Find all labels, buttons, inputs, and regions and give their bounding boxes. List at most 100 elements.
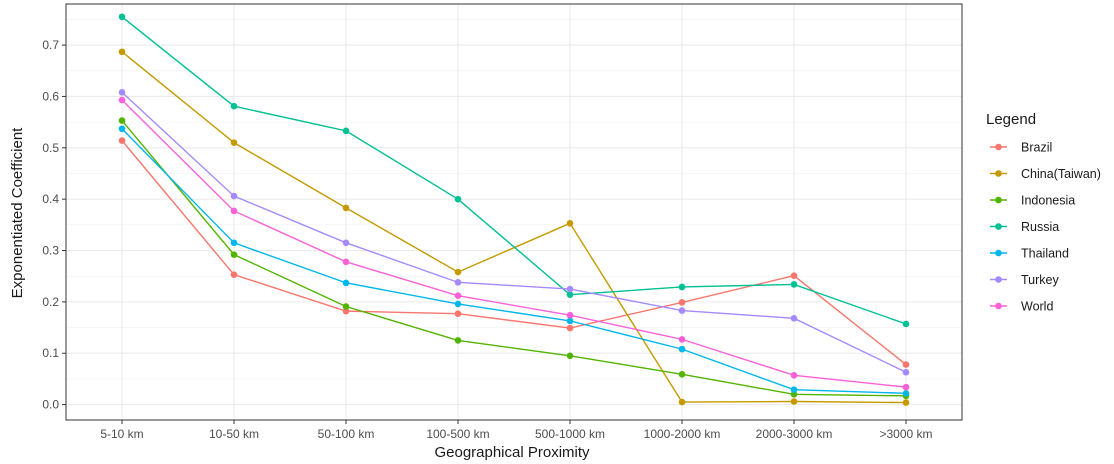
data-point	[230, 102, 238, 110]
data-point	[118, 125, 126, 133]
data-point	[678, 336, 686, 343]
data-point	[790, 272, 798, 279]
legend-label: World	[1021, 300, 1053, 314]
data-point	[454, 300, 462, 308]
y-axis-title: Exponentiated Coefficient	[9, 127, 26, 299]
legend-label: Russia	[1021, 220, 1059, 234]
legend-title: Legend	[986, 111, 1036, 128]
plot-panel-border	[65, 3, 963, 421]
data-point	[566, 317, 574, 325]
series-line	[121, 128, 907, 394]
data-point	[342, 127, 350, 135]
data-point	[230, 271, 238, 278]
series-indonesia	[118, 117, 910, 400]
data-point	[790, 391, 798, 398]
data-point	[342, 279, 350, 287]
legend-key-point	[995, 249, 1002, 257]
legend-key-point	[995, 196, 1002, 204]
legend-item: World	[990, 300, 1053, 314]
series-lines	[118, 13, 910, 406]
data-point	[902, 361, 910, 368]
legend-label: China(Taiwan)	[1021, 167, 1101, 181]
data-point	[230, 251, 238, 258]
legend-label: Indonesia	[1021, 194, 1075, 208]
series-line	[121, 91, 907, 373]
legend: Legend Brazil China(Taiwan) Indonesia Russi…	[986, 111, 1101, 314]
legend-label: Turkey	[1021, 273, 1059, 287]
data-point	[454, 337, 462, 344]
data-point	[342, 239, 350, 247]
data-point	[230, 239, 238, 247]
data-point	[678, 398, 686, 406]
series-line	[121, 140, 907, 366]
data-point	[454, 279, 462, 286]
data-point	[118, 96, 126, 104]
data-point	[118, 48, 126, 56]
data-point	[678, 370, 686, 378]
legend-key-point	[995, 143, 1002, 151]
data-point	[566, 352, 574, 360]
panel-border	[65, 3, 963, 421]
series-turkey	[118, 89, 910, 376]
data-point	[790, 398, 798, 405]
data-point	[118, 137, 126, 144]
data-point	[902, 399, 910, 406]
data-point	[790, 281, 798, 288]
y-tick-label: 0.5	[42, 141, 59, 155]
legend-key-point	[995, 223, 1002, 230]
data-point	[118, 117, 126, 124]
data-point	[230, 207, 238, 215]
data-point	[678, 345, 686, 353]
data-point	[790, 315, 798, 322]
data-point	[678, 283, 686, 291]
data-point	[790, 386, 798, 393]
data-point	[566, 219, 574, 227]
series-thailand	[118, 125, 910, 397]
data-point	[902, 383, 910, 391]
series-russia	[118, 13, 910, 328]
x-tick-label: 100-500 km	[426, 427, 489, 441]
legend-key-point	[995, 302, 1002, 310]
data-point	[342, 258, 350, 266]
legend-item: China(Taiwan)	[990, 167, 1101, 181]
legend-item: Turkey	[990, 273, 1059, 287]
x-tick-label: 1000-2000 km	[644, 427, 721, 441]
data-point	[902, 368, 910, 376]
data-point	[902, 389, 910, 397]
legend-item: Russia	[990, 220, 1059, 234]
x-axis-title: Geographical Proximity	[434, 444, 590, 461]
legend-item: Brazil	[990, 141, 1052, 155]
data-point	[678, 299, 686, 306]
data-point	[790, 372, 798, 379]
data-point	[230, 139, 238, 146]
data-point	[454, 268, 462, 276]
data-point	[566, 311, 574, 319]
legend-label: Thailand	[1021, 247, 1069, 261]
series-line	[121, 120, 907, 397]
data-point	[118, 89, 126, 96]
y-tick-label: 0.3	[42, 244, 59, 258]
data-point	[342, 303, 350, 310]
legend-key-point	[995, 276, 1002, 283]
y-tick-label: 0.1	[42, 346, 59, 360]
series-line	[121, 99, 907, 388]
data-point	[342, 204, 350, 212]
x-tick-label: 5-10 km	[100, 427, 143, 441]
data-point	[902, 320, 910, 328]
data-point	[566, 324, 574, 332]
series-line	[121, 16, 907, 325]
data-point	[454, 195, 462, 203]
y-tick-label: 0.2	[42, 295, 59, 309]
x-tick-label: 2000-3000 km	[756, 427, 833, 441]
legend-item: Thailand	[990, 247, 1069, 261]
y-tick-label: 0.0	[42, 398, 59, 412]
series-world	[118, 96, 910, 391]
data-point	[118, 13, 126, 21]
x-tick-label: >3000 km	[879, 427, 932, 441]
x-tick-label: 50-100 km	[318, 427, 375, 441]
legend-key-point	[995, 170, 1002, 177]
x-tick-label: 10-50 km	[209, 427, 259, 441]
axis-ticks: 0.0 0.1 0.2 0.3 0.4 0.5 0.6 0.7 5-10 km 10-50 km 5…	[42, 38, 932, 441]
